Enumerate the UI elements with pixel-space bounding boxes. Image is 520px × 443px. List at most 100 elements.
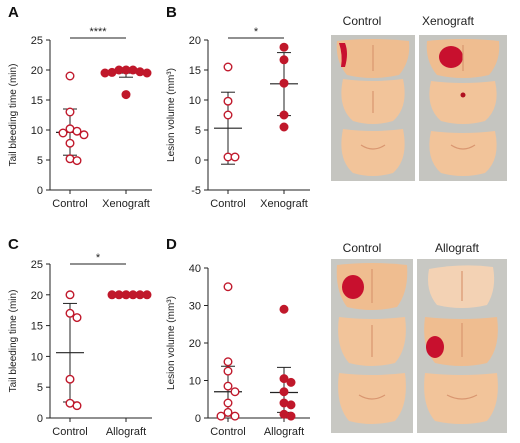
y-tick-label: 0 [195,155,201,167]
data-point-xenograft [135,67,145,77]
y-tick-label: 0 [195,413,201,425]
data-point-control [230,387,240,397]
significance-label: * [254,26,259,38]
data-point-allograft [286,411,296,421]
significance-label: **** [89,26,107,38]
data-point-control [65,71,75,81]
data-point-control [223,366,233,376]
data-point-allograft [279,304,289,314]
data-point-xenograft [279,42,289,52]
chart-tail-bleeding-xenograft: 0 5 10 15 20 25 Tail bleeding time (min) Contro… [8,26,152,210]
brain-photo-xenograft [419,35,507,181]
data-point-control [65,374,75,384]
y-tick-label: -5 [191,185,201,197]
x-tick-label: Allograft [264,426,304,438]
data-point-xenograft [279,55,289,65]
data-point-control [72,126,82,136]
panel-letter-a: A [8,4,19,21]
y-tick-label: 10 [189,95,201,107]
data-point-control [223,62,233,72]
data-point-control [65,290,75,300]
x-tick-label: Control [210,198,245,210]
x-tick-label: Xenograft [102,198,150,210]
y-tick-label: 15 [31,95,43,107]
y-axis-title: Tail bleeding time (min) [8,64,19,167]
data-point-xenograft [121,90,131,100]
y-tick-label: 10 [189,376,201,388]
y-tick-label: 10 [31,125,43,137]
x-tick-label: Control [210,426,245,438]
data-point-xenograft [142,68,152,78]
x-tick-label: Control [52,198,87,210]
y-axis-title: Lesion volume (mm³) [166,68,177,162]
data-point-xenograft [279,110,289,120]
brain-slices-control-bottom [331,259,413,433]
brain-photo-control-top [331,35,415,181]
x-tick-label: Control [52,426,87,438]
chart-lesion-volume-allograft: 0 10 20 30 40 Lesion volume (mm³) Control Allog… [166,263,310,438]
brain-slices-xenograft [419,35,507,181]
data-point-control [65,107,75,117]
data-point-xenograft [279,78,289,88]
y-tick-label: 20 [31,65,43,77]
x-tick-label: Allograft [106,426,146,438]
y-tick-label: 10 [31,351,43,363]
y-tick-label: 25 [31,35,43,47]
photo-title-allograft: Allograft [434,241,480,255]
y-tick-label: 20 [189,35,201,47]
y-tick-label: 15 [189,65,201,77]
data-point-control [79,130,89,140]
data-point-control [223,96,233,106]
y-tick-label: 5 [195,125,201,137]
data-point-control [223,398,233,408]
data-point-allograft [286,377,296,387]
y-tick-label: 20 [189,338,201,350]
data-point-control [65,138,75,148]
y-tick-label: 25 [31,259,43,271]
data-point-xenograft [100,68,110,78]
panel-letter-d: D [166,236,177,253]
data-point-allograft [142,290,152,300]
data-point-control [223,357,233,367]
brain-photo-allograft [417,259,507,433]
x-tick-label: Xenograft [260,198,308,210]
y-tick-label: 40 [189,263,201,275]
photo-title-control-top: Control [342,14,382,28]
data-point-control [216,411,226,421]
y-axis-title: Lesion volume (mm³) [166,296,177,390]
data-point-allograft [286,400,296,410]
photo-title-xenograft: Xenograft [421,14,475,28]
brain-slices-control-top [331,35,415,181]
y-tick-label: 30 [189,301,201,313]
data-point-control [223,282,233,292]
data-point-control [72,313,82,323]
data-point-xenograft [279,122,289,132]
y-tick-label: 15 [31,321,43,333]
data-point-control [58,128,68,138]
chart-lesion-volume-xenograft: -5 0 5 10 15 20 Lesion volume (mm³) Control Xeno… [166,26,310,210]
panel-letter-b: B [166,4,177,21]
photo-title-control-bottom: Control [342,241,382,255]
data-point-control [223,381,233,391]
data-point-allograft [279,387,289,397]
y-tick-label: 5 [37,155,43,167]
data-point-control [223,110,233,120]
data-point-allograft [279,374,289,384]
data-point-control [230,152,240,162]
y-tick-label: 20 [31,290,43,302]
y-tick-label: 5 [37,382,43,394]
data-point-allograft [107,290,117,300]
y-tick-label: 0 [37,185,43,197]
chart-tail-bleeding-allograft: 0 5 10 15 20 25 Tail bleeding time (min) Contro… [8,252,152,438]
y-axis-title: Tail bleeding time (min) [8,290,19,393]
significance-label: * [96,252,101,264]
data-point-control [72,401,82,411]
brain-slices-allograft [417,259,507,433]
brain-photo-control-bottom [331,259,413,433]
panel-letter-c: C [8,236,19,253]
data-point-control [223,407,233,417]
data-point-control [72,156,82,166]
data-point-control [65,308,75,318]
data-point-control [230,411,240,421]
